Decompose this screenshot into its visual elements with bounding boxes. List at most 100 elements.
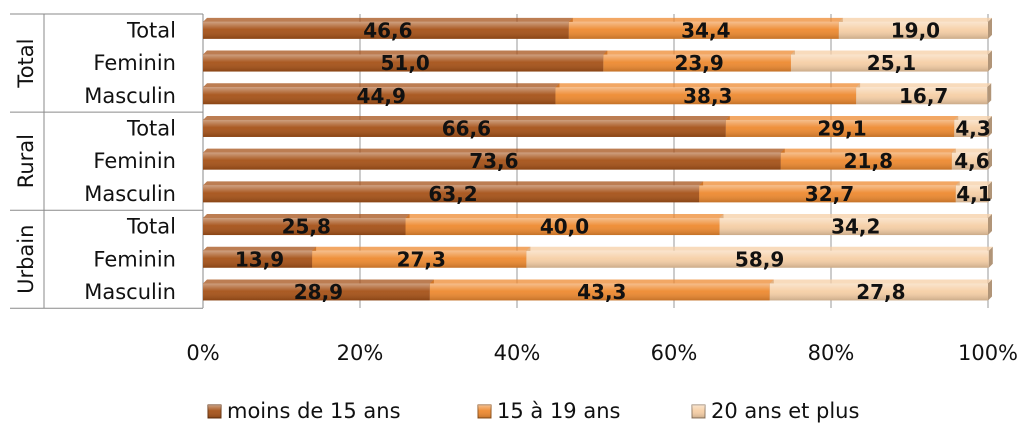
x-tick-label: 80%	[808, 341, 855, 365]
value-labels: 46,6 34,4 19,0 51,0 23,9 25,1 44,9 38,3 16,7 66,6…	[235, 18, 992, 304]
bar-shine	[203, 87, 556, 105]
data-label: 40,0	[540, 215, 589, 239]
bar-top-face	[203, 246, 317, 251]
bar-shine	[838, 21, 988, 39]
data-label: 25,1	[867, 51, 916, 75]
category-label: Feminin	[93, 247, 176, 271]
bar-segment	[429, 279, 774, 301]
bar-shine	[719, 218, 988, 236]
data-label: 19,0	[891, 18, 940, 42]
data-label: 51,0	[380, 51, 429, 75]
bar-segment	[725, 115, 959, 137]
bar-shine	[951, 152, 988, 170]
data-label: 4,3	[955, 116, 990, 140]
data-label: 63,2	[428, 182, 477, 206]
bar-top-face	[856, 83, 992, 88]
bar-top-face	[429, 279, 774, 284]
bar-segment	[203, 246, 317, 268]
legend-item: moins de 15 ans	[207, 399, 401, 423]
bar-top-face	[955, 181, 992, 186]
bar-top-face	[790, 50, 992, 55]
category-label: Masculin	[84, 182, 176, 206]
bar-side-face	[988, 214, 992, 236]
x-tick-label: 100%	[958, 341, 1018, 365]
bar-segment	[951, 148, 992, 170]
data-label: 34,2	[831, 215, 880, 239]
bar-shine	[203, 119, 726, 137]
bar-shine	[203, 185, 700, 203]
x-tick-label: 60%	[651, 341, 698, 365]
data-label: 16,7	[899, 84, 948, 108]
data-label: 29,1	[817, 116, 866, 140]
bar-top-face	[725, 115, 959, 120]
bar-shine	[555, 87, 857, 105]
legend: moins de 15 ans 15 à 19 ans 20 ans et plus	[207, 399, 859, 423]
bar-segment	[312, 246, 531, 268]
bar-shine	[780, 152, 952, 170]
category-label: Masculin	[84, 84, 176, 108]
bar-segment	[954, 115, 992, 137]
x-tick-label: 20%	[337, 341, 384, 365]
bar-side-face	[987, 83, 992, 105]
bar-top-face	[203, 50, 608, 55]
bar-top-face	[769, 279, 992, 284]
bar-segment	[203, 83, 560, 105]
legend-swatch-shine	[478, 405, 491, 418]
bar-top-face	[203, 83, 560, 88]
data-label: 27,3	[397, 247, 446, 271]
bar-top-face	[203, 181, 704, 186]
bar-top-face	[312, 246, 531, 251]
bar-side-face	[988, 50, 992, 72]
x-tick-label: 40%	[494, 341, 541, 365]
bar-top-face	[405, 214, 724, 219]
legend-swatch-shine	[692, 405, 705, 418]
legend-label: 15 à 19 ans	[497, 399, 620, 423]
bar-shine	[790, 54, 988, 72]
bar-side-face	[988, 17, 992, 39]
bar-top-face	[568, 17, 843, 22]
bar-segment	[526, 246, 993, 268]
bar-segment	[699, 181, 960, 203]
data-label: 32,7	[805, 182, 854, 206]
data-label: 21,8	[844, 149, 893, 173]
legend-item: 15 à 19 ans	[477, 399, 620, 423]
bar-shine	[203, 283, 430, 301]
bar-top-face	[699, 181, 960, 186]
bar-side-face	[988, 246, 993, 268]
data-label: 27,8	[856, 280, 905, 304]
bar-shine	[203, 218, 406, 236]
bar-shine	[955, 185, 988, 203]
data-label: 4,1	[956, 182, 991, 206]
data-label: 34,4	[681, 18, 730, 42]
bar-segment	[603, 50, 795, 72]
bar-side-face	[988, 279, 992, 301]
bar-top-face	[719, 214, 992, 219]
bar-segment	[769, 279, 992, 301]
bar-top-face	[203, 214, 410, 219]
category-label: Total	[126, 215, 176, 239]
data-label: 43,3	[577, 280, 626, 304]
bar-top-face	[951, 148, 992, 153]
data-label: 44,9	[357, 84, 406, 108]
bar-segment	[203, 148, 785, 170]
bar-top-face	[203, 115, 730, 120]
bar-top-face	[603, 50, 795, 55]
bar-segment	[856, 83, 992, 105]
bar-side-face	[988, 115, 992, 137]
bar-segment	[405, 214, 724, 236]
data-label: 4,6	[954, 149, 989, 173]
bar-shine	[699, 185, 956, 203]
bar-shine	[203, 250, 313, 268]
bar-shine	[769, 283, 988, 301]
bar-segment	[568, 17, 843, 39]
data-label: 46,6	[363, 18, 412, 42]
bar-top-face	[780, 148, 956, 153]
bar-shine	[954, 119, 988, 137]
legend-swatch-shine	[208, 405, 221, 418]
bar-segment	[790, 50, 992, 72]
bar-segment	[555, 83, 861, 105]
group-label: Urbain	[14, 225, 38, 294]
bar-top-face	[838, 17, 992, 22]
bar-shine	[405, 218, 720, 236]
bar-top-face	[203, 17, 573, 22]
